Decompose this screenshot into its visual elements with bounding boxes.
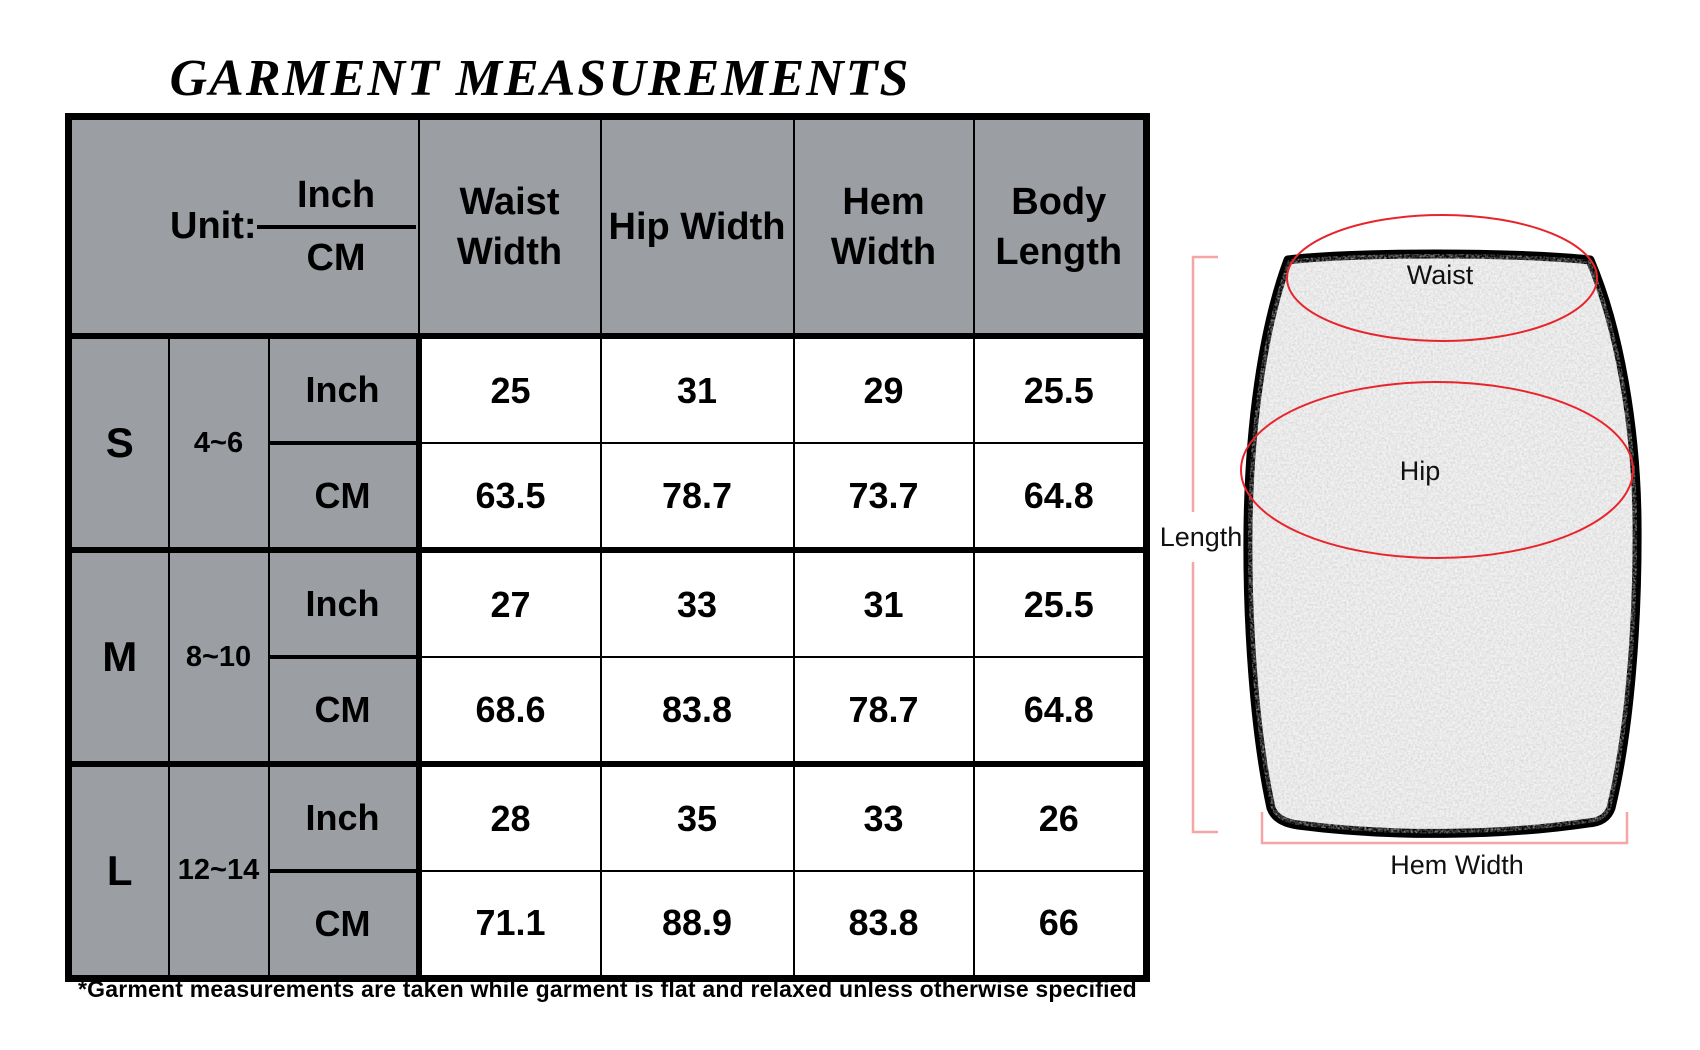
hip-ellipse xyxy=(1240,381,1634,559)
size-cell: M xyxy=(67,547,170,765)
length-bracket xyxy=(1191,255,1218,834)
column-header-hem-width: Hem Width xyxy=(792,115,975,339)
value-cell: 73.7 xyxy=(792,442,975,551)
unit-row-label: CM xyxy=(267,870,422,979)
length-label: Length xyxy=(1160,522,1243,552)
value-cell: 25.5 xyxy=(972,335,1148,444)
table-row: M 8~10 Inch 27 33 31 25.5 xyxy=(67,547,1148,765)
value-cell: 64.8 xyxy=(972,656,1148,765)
column-header-body-length: Body Length xyxy=(972,115,1148,339)
waist-ellipse xyxy=(1286,214,1598,342)
value-cell: 31 xyxy=(792,547,975,658)
value-cell: 28 xyxy=(417,761,602,872)
unit-row-label: CM xyxy=(267,442,422,551)
unit-header-cell: Unit: Inch CM xyxy=(67,115,420,339)
column-header-hip-width: Hip Width xyxy=(599,115,795,339)
table-row: CM 68.6 83.8 78.7 64.8 xyxy=(69,656,1148,765)
value-cell: 66 xyxy=(972,870,1148,979)
size-range-cell: 12~14 xyxy=(167,761,270,979)
size-range-cell: 4~6 xyxy=(167,335,270,551)
size-cell: S xyxy=(67,335,170,551)
size-cell: L xyxy=(67,761,170,979)
waist-label: Waist xyxy=(1407,260,1474,290)
skirt-diagram: Waist Hip Length Hem Width xyxy=(1160,214,1642,880)
unit-row-label: Inch xyxy=(267,547,422,659)
value-cell: 71.1 xyxy=(417,870,602,979)
value-cell: 35 xyxy=(599,761,795,872)
measurements-table: Unit: Inch CM Waist Width Hip Width Hem … xyxy=(65,113,1150,982)
unit-label: Unit: xyxy=(170,205,257,247)
value-cell: 31 xyxy=(599,335,795,444)
value-cell: 83.8 xyxy=(792,870,975,979)
table-row: S 4~6 Inch 25 31 29 25.5 xyxy=(67,335,1148,551)
hip-label: Hip xyxy=(1400,456,1441,486)
value-cell: 25 xyxy=(417,335,602,444)
value-cell: 33 xyxy=(792,761,975,872)
value-cell: 78.7 xyxy=(792,656,975,765)
hem-width-line xyxy=(1260,812,1629,845)
table-row: L 12~14 Inch 28 35 33 26 xyxy=(67,761,1148,979)
column-header-waist-width: Waist Width xyxy=(417,115,602,339)
footnote: *Garment measurements are taken while ga… xyxy=(78,976,1137,1002)
table-row: CM 71.1 88.9 83.8 66 xyxy=(69,870,1148,979)
unit-option-cm: CM xyxy=(306,236,366,279)
value-cell: 29 xyxy=(792,335,975,444)
value-cell: 63.5 xyxy=(417,442,602,551)
value-cell: 25.5 xyxy=(972,547,1148,658)
unit-row-label: Inch xyxy=(267,335,422,445)
unit-row-label: Inch xyxy=(267,761,422,873)
unit-row-label: CM xyxy=(267,656,422,765)
value-cell: 26 xyxy=(972,761,1148,872)
sequin-texture xyxy=(1247,254,1638,834)
unit-fraction: Unit: Inch CM xyxy=(72,120,418,333)
unit-option-inch: Inch xyxy=(256,174,416,229)
value-cell: 64.8 xyxy=(972,442,1148,551)
value-cell: 33 xyxy=(599,547,795,658)
value-cell: 27 xyxy=(417,547,602,658)
size-range-cell: 8~10 xyxy=(167,547,270,765)
table-row: CM 63.5 78.7 73.7 64.8 xyxy=(69,442,1148,551)
page-title: GARMENT MEASUREMENTS xyxy=(169,50,911,107)
value-cell: 88.9 xyxy=(599,870,795,979)
hem-width-label: Hem Width xyxy=(1390,850,1524,880)
value-cell: 78.7 xyxy=(599,442,795,551)
value-cell: 83.8 xyxy=(599,656,795,765)
value-cell: 68.6 xyxy=(417,656,602,765)
table-header-row: Unit: Inch CM Waist Width Hip Width Hem … xyxy=(67,115,1148,339)
